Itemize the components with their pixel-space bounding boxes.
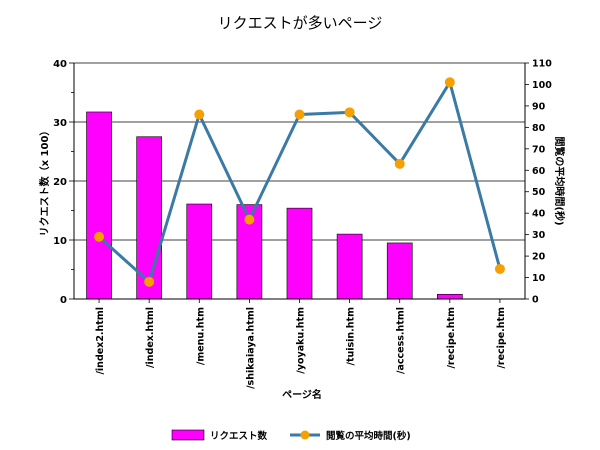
line-point [244,214,255,225]
y-tick-label: 40 [53,59,67,70]
y2-tick-label: 80 [532,123,546,134]
y2-tick-label: 60 [532,166,546,177]
x-tick-label: /recipe.htm [446,307,457,369]
bar [437,293,463,300]
line-point [444,77,455,88]
y-tick-label: 30 [53,118,67,129]
y2-tick-label: 20 [532,252,546,263]
x-tick-label: /yoyaku.htm [296,307,307,374]
bar [286,207,313,300]
y2-tick-label: 90 [532,101,546,112]
y2-tick-label: 70 [532,144,546,155]
bar [336,233,363,300]
legend-bar-label: リクエスト数 [210,430,268,442]
bar [86,111,112,300]
y2-tick-label: 30 [532,230,546,241]
line-point [94,231,105,242]
y-axis-label: リクエスト数（x 100） [38,126,51,237]
x-tick-label: /index.html [145,307,156,368]
y2-axis-label: 閲覧の平均時間(秒) [553,136,566,225]
legend-bar-swatch [171,429,205,441]
line-point [394,158,405,169]
line-point [494,263,505,274]
y2-tick-label: 110 [532,59,552,70]
x-tick-label: /shikaiaya.html [245,307,256,389]
bar [136,136,162,300]
bar-series [86,111,463,300]
y-tick-label: 20 [53,177,67,188]
bar [386,242,413,300]
y2-tick-label: 50 [532,187,546,198]
line-point [294,109,305,120]
line-point [194,109,205,120]
y2-tick-label: 10 [532,273,546,284]
x-tick-label: /access.html [396,307,407,374]
y2-tick-label: 0 [532,295,539,306]
line-series [94,77,505,287]
x-tick-label: /index2.html [95,307,106,375]
x-tick-label: /menu.htm [195,307,206,365]
y-tick-label: 10 [53,236,67,247]
y2-tick-label: 100 [532,80,552,91]
bar [186,203,213,300]
x-axis-label: ページ名 [282,388,322,401]
y-tick-label: 0 [60,295,67,306]
legend-line-marker [300,430,310,440]
legend-line-label: 閲覧の平均時間(秒) [326,430,411,442]
line-point [144,276,155,287]
chart-title: リクエストが多いページ [218,14,383,32]
line-point [344,107,355,118]
x-tick-labels: /index2.html/index.html/menu.htm/shikaia… [95,299,507,389]
x-tick-label: /tuisin.htm [346,307,357,366]
x-tick-label: /recipe.htm [496,307,507,369]
legend: リクエスト数 閲覧の平均時間(秒) [171,429,411,442]
y2-tick-label: 40 [532,209,546,220]
